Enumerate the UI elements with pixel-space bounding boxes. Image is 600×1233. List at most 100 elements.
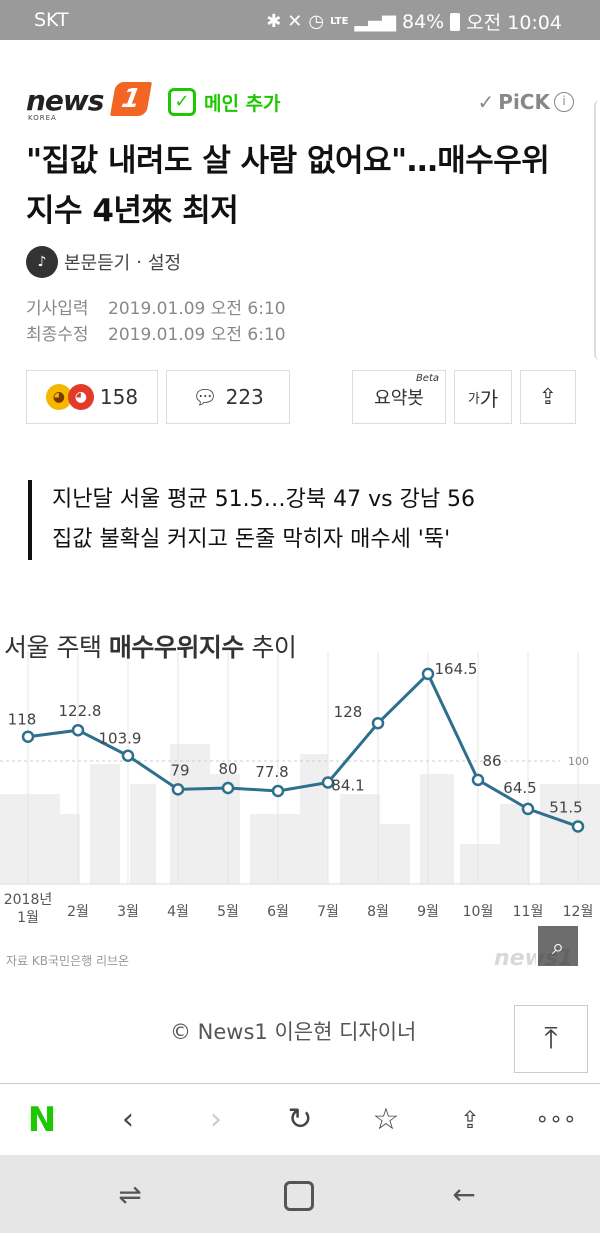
- battery-percent: 84%: [402, 10, 445, 33]
- refresh-icon[interactable]: ↻: [287, 1102, 313, 1137]
- scroll-to-top-button[interactable]: ⤒: [514, 1005, 588, 1073]
- home-icon[interactable]: [284, 1181, 314, 1211]
- x-tick-label: 5월: [217, 904, 239, 920]
- angry-emoji-icon: ◕: [67, 384, 94, 410]
- background-building: [90, 764, 120, 884]
- chart-image[interactable]: 100 118 122.8 103.9 79 80 77.8 84.1 128 164.5 86 64…: [0, 612, 600, 984]
- subtitle-line-1: 지난달 서울 평균 51.5…강북 47 vs 강남 56: [52, 487, 476, 512]
- chevron-right-icon[interactable]: ›: [210, 1102, 222, 1137]
- share-button[interactable]: ⇪: [520, 370, 576, 424]
- reaction-button[interactable]: ◕ ◕ 158: [26, 370, 158, 424]
- image-credit: © News1 이은현 디자이너: [170, 1020, 417, 1044]
- star-icon[interactable]: ☆: [372, 1102, 400, 1137]
- line-chart: 100 118 122.8 103.9 79 80 77.8 84.1 128 164.5 8664…: [0, 652, 600, 926]
- background-building: [130, 784, 156, 884]
- logo-number: 1: [110, 82, 152, 116]
- smile-emoji-icon: ◕: [45, 384, 72, 410]
- signal-icon: ▂▄▆: [354, 11, 396, 32]
- comment-count: 223: [225, 385, 264, 409]
- logo-text: news: [26, 84, 104, 117]
- speech-bubble-icon: 💬︎: [192, 385, 218, 409]
- mute-icon: ✕: [287, 11, 303, 32]
- info-icon[interactable]: i: [554, 92, 574, 112]
- data-label: 164.5: [435, 660, 478, 678]
- input-date-label: 기사입력: [26, 299, 89, 319]
- data-label: 122.8: [59, 702, 102, 720]
- summary-bot-label: 요약봇: [374, 388, 424, 409]
- x-tick-label: 8월: [367, 904, 389, 920]
- comment-button[interactable]: 💬︎ 223: [166, 370, 290, 424]
- subtitle-line-2: 집값 불확실 커지고 돈줄 막히자 매수세 '뚝': [52, 527, 451, 552]
- reaction-count: 158: [99, 385, 139, 409]
- listen-controls: ♪ 본문듣기 · 설정: [26, 246, 181, 278]
- background-building: [500, 804, 530, 884]
- carrier-label: SKT: [34, 9, 69, 31]
- alarm-icon: ◷: [308, 11, 325, 32]
- news1-logo[interactable]: news 1 KOREA: [26, 82, 152, 122]
- x-tick-label: 11월: [513, 904, 544, 920]
- chart-title: 서울 주택 매수우위지수 추이: [4, 628, 297, 664]
- chevron-left-icon[interactable]: ‹: [122, 1102, 134, 1137]
- data-label: 86: [482, 752, 501, 770]
- background-building: [170, 744, 210, 884]
- data-point: [371, 716, 385, 730]
- logo-sub: KOREA: [28, 114, 57, 122]
- data-label: 84.1: [331, 776, 364, 794]
- x-tick-label: 7월: [317, 904, 339, 920]
- data-label: 64.5: [503, 779, 536, 797]
- data-label: 128: [334, 703, 363, 721]
- network-label: LTE: [330, 15, 349, 27]
- main-add-button[interactable]: ✓ 메인 추가: [168, 88, 281, 116]
- modified-date: 2019.01.09 오전 6:10: [108, 325, 286, 345]
- status-bar: SKT ✱ ✕ ◷ LTE ▂▄▆ 84% 오전 10:04: [0, 0, 600, 40]
- settings-link[interactable]: 설정: [147, 253, 182, 274]
- back-icon[interactable]: ←: [452, 1178, 476, 1211]
- background-building: [340, 794, 380, 884]
- x-tick-label: 1월: [17, 910, 39, 926]
- x-tick-label: 9월: [417, 904, 439, 920]
- background-building: [250, 814, 300, 884]
- series-line: [27, 671, 579, 828]
- data-point: [421, 667, 435, 681]
- data-label: 77.8: [255, 763, 288, 781]
- main-add-label: 메인 추가: [204, 92, 281, 115]
- data-label: 103.9: [99, 730, 142, 748]
- x-tick-label: 2018년: [4, 892, 53, 908]
- background-building: [460, 844, 500, 884]
- data-point: [71, 723, 85, 737]
- status-icons: ✱ ✕ ◷ LTE ▂▄▆ 84% 오전 10:04: [266, 8, 562, 35]
- x-tick-label: 4월: [167, 904, 189, 920]
- battery-icon: [450, 12, 461, 31]
- modified-date-label: 최종수정: [26, 325, 89, 345]
- recent-apps-icon[interactable]: ⇌: [118, 1178, 142, 1211]
- speaker-icon[interactable]: ♪: [26, 246, 58, 278]
- background-building: [540, 784, 600, 884]
- data-point: [271, 784, 285, 798]
- chart-title-prefix: 서울 주택: [4, 633, 109, 662]
- naver-home-button[interactable]: N: [27, 1100, 57, 1140]
- data-point: [471, 773, 485, 787]
- x-tick-label: 12월: [563, 904, 594, 920]
- listen-button[interactable]: 본문듣기: [64, 253, 131, 274]
- x-tick-label: 3월: [117, 904, 139, 920]
- more-icon[interactable]: ∘∘∘: [535, 1107, 577, 1132]
- data-point: [571, 820, 585, 833]
- data-label: 79: [170, 761, 189, 779]
- share-icon[interactable]: ⇪: [459, 1106, 481, 1134]
- data-label: 80: [218, 760, 237, 778]
- reference-label: 100: [568, 755, 589, 768]
- data-label: 51.5: [549, 798, 582, 816]
- zoom-icon[interactable]: ⌕: [536, 924, 580, 968]
- data-point: [171, 783, 185, 796]
- beta-badge: Beta: [415, 373, 439, 384]
- summary-bot-button[interactable]: 요약봇 Beta: [352, 370, 446, 424]
- data-point: [121, 749, 135, 762]
- check-icon: ✓: [168, 88, 196, 116]
- pick-button[interactable]: ✓ PiCK i: [478, 90, 574, 114]
- article-dates: 기사입력 2019.01.09 오전 6:10 최종수정 2019.01.09 오전…: [26, 296, 286, 348]
- chart-title-bold: 매수우위지수: [108, 633, 245, 662]
- data-point: [21, 730, 35, 743]
- browser-toolbar: N ‹ › ↻ ☆ ⇪ ∘∘∘: [0, 1083, 600, 1155]
- background-building: [300, 754, 328, 884]
